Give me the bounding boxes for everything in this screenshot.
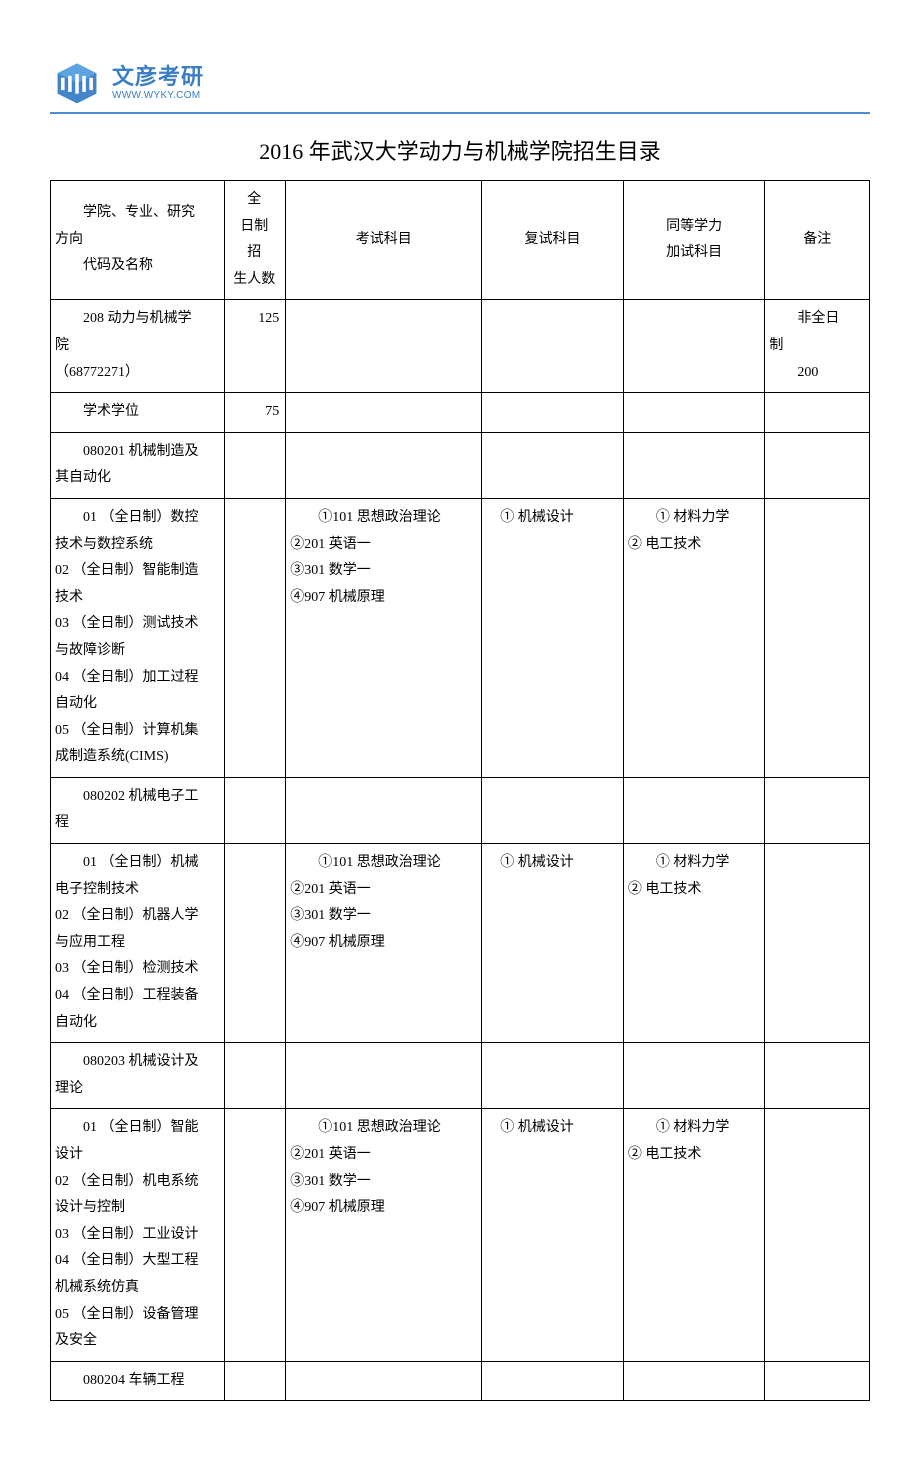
cell bbox=[623, 432, 765, 498]
cell bbox=[286, 300, 482, 393]
table-row: 080204 车辆工程 bbox=[51, 1361, 870, 1401]
logo-cn: 文彦考研 bbox=[112, 65, 204, 89]
cell bbox=[225, 498, 286, 777]
cell bbox=[286, 1361, 482, 1401]
cell bbox=[765, 777, 870, 843]
cell bbox=[765, 1043, 870, 1109]
cell: 01 （全日制）数控 技术与数控系统 02 （全日制）智能制造 技术 03 （全… bbox=[51, 498, 225, 777]
cell bbox=[286, 777, 482, 843]
hdr-text: 全 bbox=[247, 192, 261, 207]
cell bbox=[623, 1043, 765, 1109]
col-header-dept: 学院、专业、研究 方向 代码及名称 bbox=[51, 181, 225, 300]
cell bbox=[765, 1361, 870, 1401]
cell bbox=[225, 1361, 286, 1401]
cell: 75 bbox=[225, 393, 286, 433]
col-header-count: 全 日制 招 生人数 bbox=[225, 181, 286, 300]
col-header-retest: 复试科目 bbox=[482, 181, 624, 300]
cell: 080204 车辆工程 bbox=[51, 1361, 225, 1401]
cell: ①101 思想政治理论 ②201 英语一 ③301 数学一 ④907 机械原理 bbox=[286, 844, 482, 1043]
cell: 208 动力与机械学 院 （68772271） bbox=[51, 300, 225, 393]
logo-url: WWW.WYKY.COM bbox=[112, 90, 204, 101]
cell bbox=[482, 777, 624, 843]
cell bbox=[225, 1043, 286, 1109]
page-header: 文彦考研 WWW.WYKY.COM bbox=[50, 60, 870, 114]
cell: 080201 机械制造及 其自动化 bbox=[51, 432, 225, 498]
hdr-text: 代码及名称 bbox=[55, 258, 153, 273]
cell: 学术学位 bbox=[51, 393, 225, 433]
table-row: 208 动力与机械学 院 （68772271）125 非全日 制 200 bbox=[51, 300, 870, 393]
cell: 01 （全日制）智能 设计 02 （全日制）机电系统 设计与控制 03 （全日制… bbox=[51, 1109, 225, 1361]
hdr-text: 方向 bbox=[55, 232, 83, 247]
cell: 非全日 制 200 bbox=[765, 300, 870, 393]
cell bbox=[765, 393, 870, 433]
cell bbox=[286, 393, 482, 433]
table-row: 01 （全日制）智能 设计 02 （全日制）机电系统 设计与控制 03 （全日制… bbox=[51, 1109, 870, 1361]
logo-icon bbox=[50, 60, 104, 106]
col-header-extra: 同等学力 加试科目 bbox=[623, 181, 765, 300]
cell: ① 材料力学 ② 电工技术 bbox=[623, 1109, 765, 1361]
col-header-exam: 考试科目 bbox=[286, 181, 482, 300]
cell bbox=[286, 432, 482, 498]
hdr-text: 生人数 bbox=[233, 272, 275, 287]
table-row: 01 （全日制）机械 电子控制技术 02 （全日制）机器人学 与应用工程 03 … bbox=[51, 844, 870, 1043]
cell bbox=[482, 300, 624, 393]
cell bbox=[482, 432, 624, 498]
catalog-table: 学院、专业、研究 方向 代码及名称 全 日制 招 生人数 考试科目 复试科目 同… bbox=[50, 180, 870, 1401]
cell: ① 材料力学 ② 电工技术 bbox=[623, 844, 765, 1043]
cell: ①101 思想政治理论 ②201 英语一 ③301 数学一 ④907 机械原理 bbox=[286, 498, 482, 777]
cell: ① 机械设计 bbox=[482, 498, 624, 777]
table-row: 01 （全日制）数控 技术与数控系统 02 （全日制）智能制造 技术 03 （全… bbox=[51, 498, 870, 777]
cell: ①101 思想政治理论 ②201 英语一 ③301 数学一 ④907 机械原理 bbox=[286, 1109, 482, 1361]
col-header-note: 备注 bbox=[765, 181, 870, 300]
cell bbox=[623, 393, 765, 433]
table-row: 080201 机械制造及 其自动化 bbox=[51, 432, 870, 498]
cell bbox=[225, 1109, 286, 1361]
table-header-row: 学院、专业、研究 方向 代码及名称 全 日制 招 生人数 考试科目 复试科目 同… bbox=[51, 181, 870, 300]
cell bbox=[623, 1361, 765, 1401]
cell bbox=[286, 1043, 482, 1109]
hdr-text: 加试科目 bbox=[666, 245, 722, 260]
table-row: 080203 机械设计及 理论 bbox=[51, 1043, 870, 1109]
hdr-text: 日制 bbox=[240, 219, 268, 234]
hdr-text: 招 bbox=[247, 245, 261, 260]
cell: 125 bbox=[225, 300, 286, 393]
table-row: 学术学位75 bbox=[51, 393, 870, 433]
table-row: 080202 机械电子工 程 bbox=[51, 777, 870, 843]
cell: ① 机械设计 bbox=[482, 844, 624, 1043]
hdr-text: 同等学力 bbox=[666, 219, 722, 234]
hdr-text: 学院、专业、研究 bbox=[55, 205, 195, 220]
page-title: 2016 年武汉大学动力与机械学院招生目录 bbox=[50, 134, 870, 166]
cell bbox=[765, 432, 870, 498]
cell bbox=[765, 1109, 870, 1361]
cell: ① 材料力学 ② 电工技术 bbox=[623, 498, 765, 777]
cell bbox=[225, 432, 286, 498]
cell bbox=[623, 300, 765, 393]
cell: 01 （全日制）机械 电子控制技术 02 （全日制）机器人学 与应用工程 03 … bbox=[51, 844, 225, 1043]
cell bbox=[482, 1043, 624, 1109]
cell bbox=[482, 1361, 624, 1401]
cell: ① 机械设计 bbox=[482, 1109, 624, 1361]
logo-text: 文彦考研 WWW.WYKY.COM bbox=[112, 65, 204, 100]
cell bbox=[225, 777, 286, 843]
cell bbox=[765, 844, 870, 1043]
cell: 080202 机械电子工 程 bbox=[51, 777, 225, 843]
cell bbox=[225, 844, 286, 1043]
cell bbox=[623, 777, 765, 843]
cell bbox=[482, 393, 624, 433]
cell bbox=[765, 498, 870, 777]
cell: 080203 机械设计及 理论 bbox=[51, 1043, 225, 1109]
